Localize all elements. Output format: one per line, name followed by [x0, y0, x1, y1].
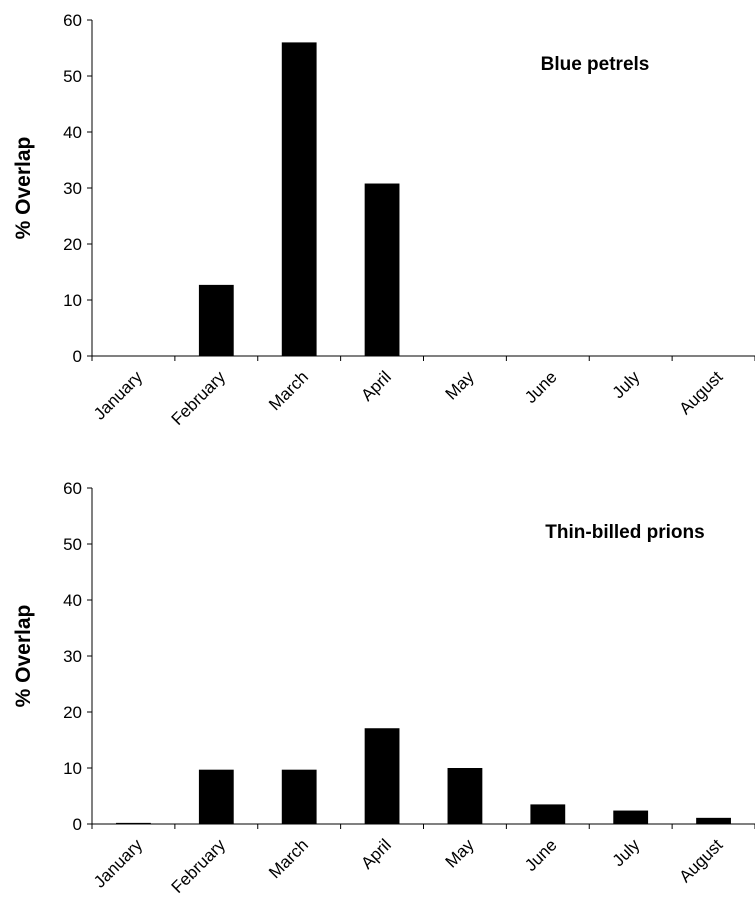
x-tick-label: April	[357, 835, 394, 872]
y-axis-label: % Overlap	[12, 605, 35, 708]
y-tick-label: 30	[63, 647, 82, 666]
x-tick-label: July	[609, 835, 644, 870]
x-tick-label: January	[90, 367, 147, 424]
chart-title: Thin-billed prions	[545, 522, 704, 543]
bar-february	[198, 284, 234, 356]
x-tick-label: August	[676, 835, 727, 886]
bar-january	[116, 822, 151, 824]
bar-may	[447, 768, 483, 824]
chart-panel-thin-billed-prions: 0 10 20 30 40 50 60 January February March April Ma…	[12, 479, 755, 897]
chart-title: Blue petrels	[541, 54, 650, 75]
y-tick-label: 60	[63, 11, 82, 30]
x-tick-label: June	[521, 367, 561, 407]
bar-march	[281, 42, 317, 357]
y-tick-label: 50	[63, 67, 82, 86]
y-axis-label: % Overlap	[12, 137, 35, 240]
chart-panel-blue-petrels: 0 10 20 30 40 50 60 January February March April Ma…	[12, 11, 755, 429]
bar-march	[281, 769, 317, 824]
y-tick-label: 60	[63, 479, 82, 498]
y-tick-label: 20	[63, 703, 82, 722]
x-tick-label: June	[521, 835, 561, 875]
x-tick-label: May	[442, 367, 478, 403]
y-tick-label: 20	[63, 235, 82, 254]
bar-august	[696, 817, 731, 824]
x-tick-label: March	[265, 835, 312, 882]
bar-july	[613, 810, 649, 824]
y-tick-label: 40	[63, 591, 82, 610]
y-tick-label: 40	[63, 123, 82, 142]
x-tick-label: August	[676, 367, 727, 418]
y-tick-label: 10	[63, 759, 82, 778]
bar-february	[198, 769, 234, 824]
x-tick-label: February	[168, 835, 230, 897]
bar-june	[530, 804, 566, 824]
x-tick-label: January	[90, 835, 147, 892]
y-tick-label: 10	[63, 291, 82, 310]
y-tick-label: 0	[73, 815, 82, 834]
x-tick-label: March	[265, 367, 312, 414]
bar-april	[364, 728, 400, 824]
bar-april	[364, 183, 400, 356]
y-tick-label: 30	[63, 179, 82, 198]
y-tick-label: 0	[73, 347, 82, 366]
y-tick-label: 50	[63, 535, 82, 554]
x-tick-label: February	[168, 367, 230, 429]
x-tick-label: April	[357, 367, 394, 404]
x-tick-label: July	[609, 367, 644, 402]
x-tick-label: May	[442, 835, 478, 871]
